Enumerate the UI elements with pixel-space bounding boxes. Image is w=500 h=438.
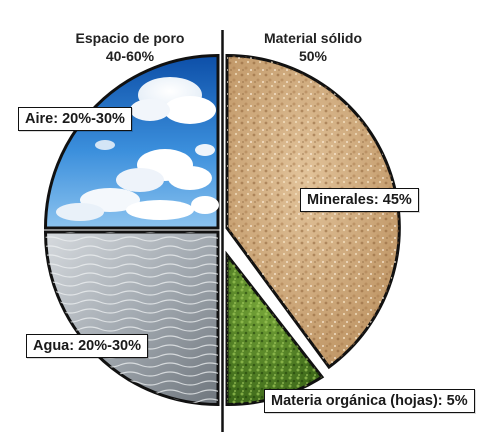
solid-material-value: 50% [298,48,328,64]
pore-space-header: Espacio de poro 40-60% [45,29,215,65]
organic-matter-label: Materia orgánica (hojas): 5% [264,389,475,413]
air-label: Aire: 20%-30% [18,107,132,131]
water-label: Agua: 20%-30% [26,334,148,358]
pore-space-value: 40-60% [105,48,155,64]
solid-material-title: Material sólido [263,30,363,46]
organic-matter-segment [225,250,325,407]
cloud-icon [56,77,219,221]
pore-space-title: Espacio de poro [75,30,185,46]
water-segment [43,230,220,407]
air-segment [43,53,220,230]
solid-material-header: Material sólido 50% [228,29,398,65]
minerals-label: Minerales: 45% [300,188,419,212]
